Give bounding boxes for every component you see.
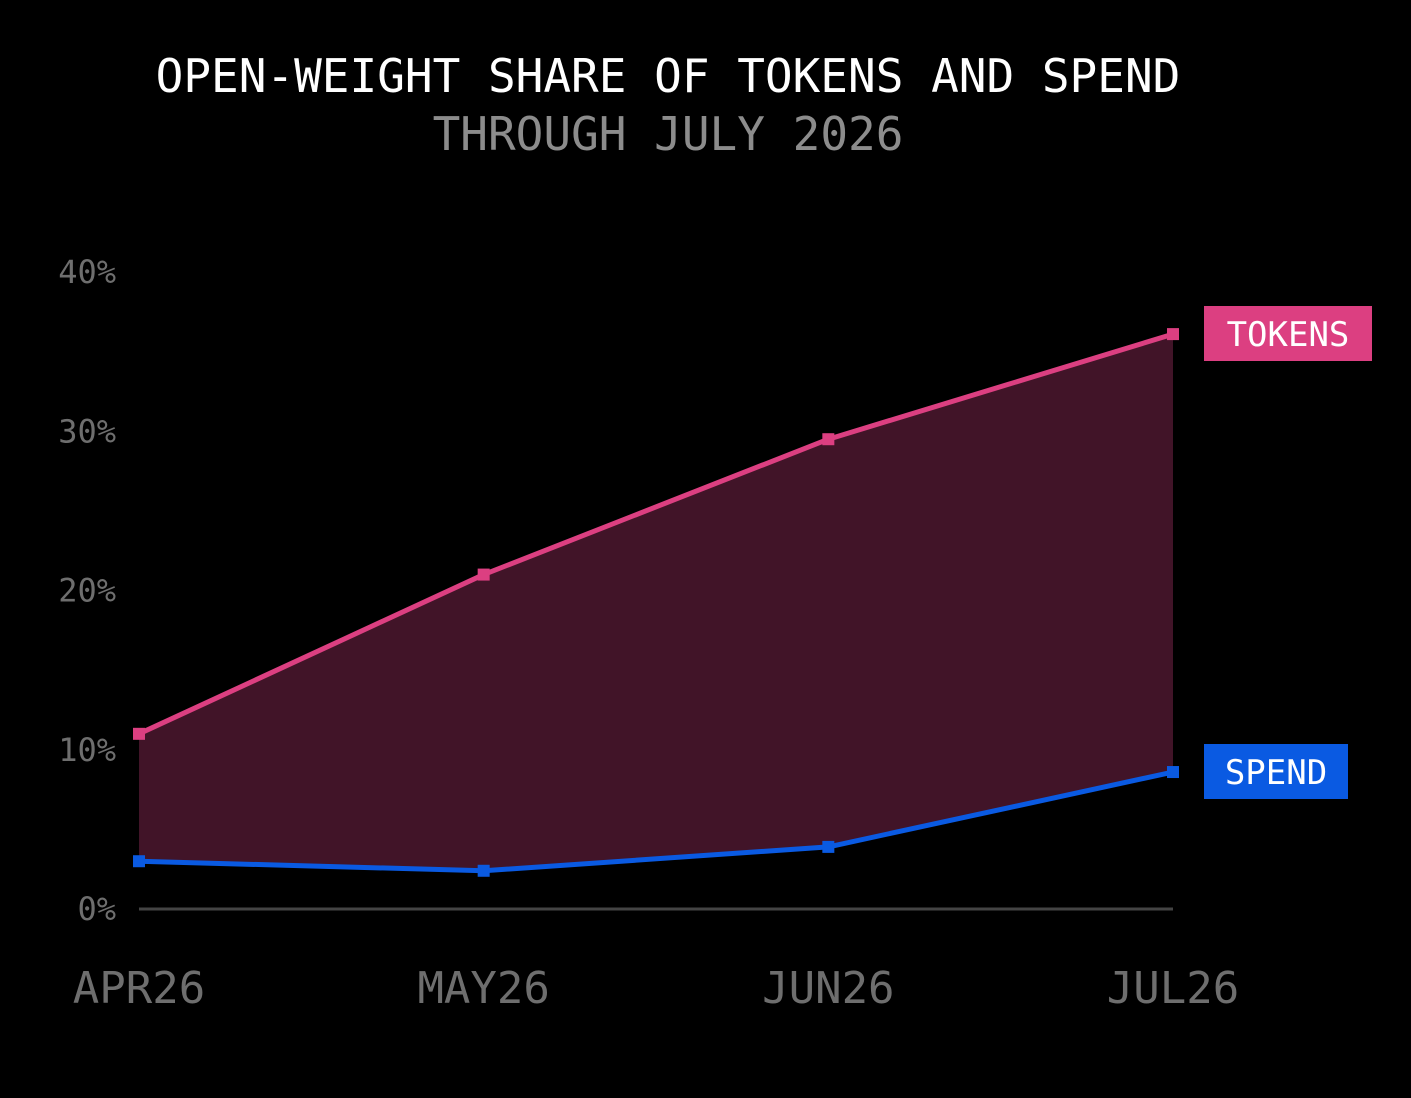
x-tick-label: JUN26 bbox=[762, 963, 894, 1014]
data-point-tokens bbox=[477, 568, 490, 581]
data-point-tokens bbox=[822, 433, 835, 446]
y-tick-label: 40% bbox=[58, 253, 116, 291]
y-axis-tick-labels: 0% 10% 20% 30% 40% bbox=[58, 253, 116, 928]
y-tick-label: 20% bbox=[58, 572, 116, 610]
data-point-tokens bbox=[1167, 328, 1179, 341]
y-tick-label: 30% bbox=[58, 412, 116, 450]
series-label-tokens-text: TOKENS bbox=[1227, 315, 1350, 355]
series-label-spend-background bbox=[1204, 744, 1348, 799]
area-between-series bbox=[139, 334, 1173, 871]
x-tick-label: APR26 bbox=[73, 963, 205, 1014]
data-point-spend bbox=[1167, 766, 1179, 779]
series-label-tokens-background bbox=[1204, 306, 1372, 361]
data-point-tokens bbox=[133, 727, 145, 740]
series-line-tokens bbox=[137, 331, 1174, 737]
y-tick-label: 10% bbox=[58, 731, 116, 769]
y-tick-label: 0% bbox=[77, 890, 116, 928]
x-axis-tick-labels: APR26 MAY26 JUN26 JUL26 bbox=[73, 963, 1239, 1014]
series-label-spend: SPEND bbox=[1204, 744, 1348, 799]
data-point-spend bbox=[477, 864, 490, 877]
x-tick-label: JUL26 bbox=[1107, 963, 1239, 1014]
chart-subtitle: THROUGH JULY 2026 bbox=[433, 107, 904, 161]
series-line-spend bbox=[138, 769, 1174, 874]
data-point-spend bbox=[133, 855, 145, 868]
data-point-spend bbox=[822, 840, 835, 853]
chart-title: OPEN-WEIGHT SHARE OF TOKENS AND SPEND bbox=[156, 49, 1181, 103]
x-tick-label: MAY26 bbox=[417, 963, 549, 1014]
series-label-spend-text: SPEND bbox=[1225, 753, 1327, 793]
series-label-tokens: TOKENS bbox=[1204, 306, 1372, 361]
